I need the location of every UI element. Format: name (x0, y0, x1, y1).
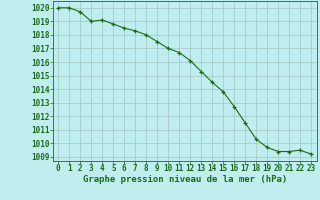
X-axis label: Graphe pression niveau de la mer (hPa): Graphe pression niveau de la mer (hPa) (83, 175, 287, 184)
